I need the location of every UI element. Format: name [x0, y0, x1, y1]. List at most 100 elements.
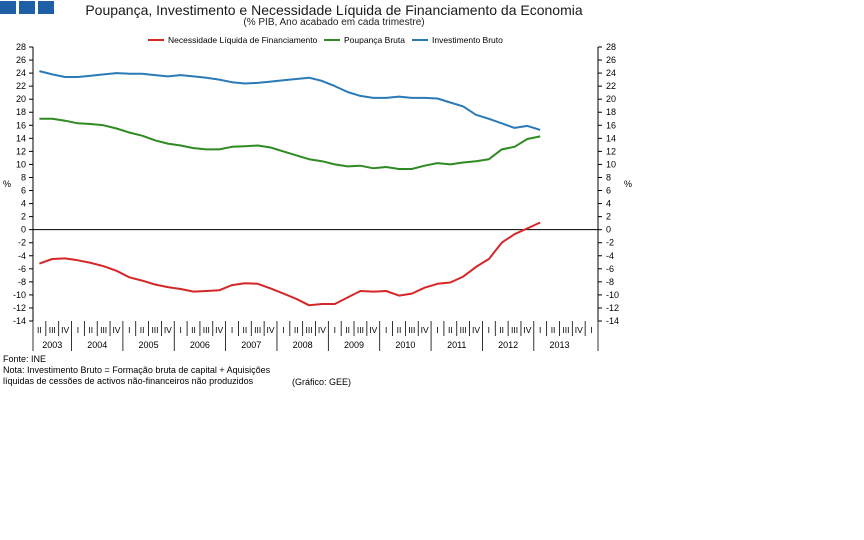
legend-label: Necessidade Líquida de Financiamento: [168, 35, 318, 45]
y-tick-label-left: -8: [18, 277, 26, 287]
x-quarter-label: IV: [164, 325, 172, 335]
y-tick-label-left: -10: [13, 290, 26, 300]
x-quarter-label: IV: [472, 325, 480, 335]
logo-square-1: [0, 1, 16, 14]
y-tick-label-left: 20: [16, 94, 26, 104]
x-quarter-label: I: [231, 325, 233, 335]
y-tick-label-right: 8: [606, 172, 611, 182]
x-quarter-label: IV: [523, 325, 531, 335]
y-tick-label-left: 4: [21, 199, 26, 209]
footer-note-line2: líquidas de cessões de activos não-finan…: [3, 376, 254, 386]
x-quarter-label: III: [511, 325, 518, 335]
logo: [0, 1, 54, 14]
x-quarter-label: III: [562, 325, 569, 335]
y-tick-label-left: -12: [13, 303, 26, 313]
x-quarter-label: II: [499, 325, 504, 335]
footer-source: Fonte: INE: [3, 354, 47, 364]
y-tick-label-right: -2: [606, 238, 614, 248]
legend-label: Poupança Bruta: [344, 35, 405, 45]
y-tick-label-right: 18: [606, 107, 616, 117]
series-line-necessidade-l-quida-de-financiamento: [39, 221, 541, 307]
x-quarter-label: I: [179, 325, 181, 335]
x-quarter-label: I: [488, 325, 490, 335]
y-tick-label-right: -6: [606, 264, 614, 274]
y-tick-label-left: 24: [16, 68, 26, 78]
y-tick-label-left: 14: [16, 133, 26, 143]
x-quarter-label: II: [88, 325, 93, 335]
x-year-label: 2004: [87, 340, 107, 350]
y-tick-label-right: 6: [606, 186, 611, 196]
x-quarter-label: III: [100, 325, 107, 335]
x-quarter-label: IV: [267, 325, 275, 335]
logo-square-2: [19, 1, 35, 14]
x-quarter-label: II: [294, 325, 299, 335]
x-quarter-label: III: [203, 325, 210, 335]
x-year-label: 2006: [190, 340, 210, 350]
x-quarter-label: IV: [318, 325, 326, 335]
y-tick-label-left: 12: [16, 146, 26, 156]
x-quarter-label: III: [357, 325, 364, 335]
x-quarter-label: I: [590, 325, 592, 335]
series-line-investimento-bruto: [39, 70, 541, 131]
chart-title: Poupança, Investimento e Necessidade Líq…: [85, 2, 583, 18]
y-tick-label-left: 22: [16, 81, 26, 91]
y-tick-label-right: 14: [606, 133, 616, 143]
x-year-label: 2013: [549, 340, 569, 350]
x-quarter-label: III: [49, 325, 56, 335]
x-quarter-label: IV: [61, 325, 69, 335]
y-tick-label-right: -4: [606, 251, 614, 261]
y-tick-label-right: 26: [606, 55, 616, 65]
x-quarter-label: III: [460, 325, 467, 335]
x-quarter-label: III: [306, 325, 313, 335]
y-tick-label-right: -12: [606, 303, 619, 313]
y-tick-label-left: 26: [16, 55, 26, 65]
x-quarter-label: II: [37, 325, 42, 335]
x-year-label: 2005: [139, 340, 159, 350]
y-tick-label-left: 18: [16, 107, 26, 117]
x-quarter-label: I: [282, 325, 284, 335]
y-tick-label-right: 16: [606, 120, 616, 130]
x-quarter-label: IV: [421, 325, 429, 335]
y-tick-label-right: 10: [606, 159, 616, 169]
x-quarter-label: I: [334, 325, 336, 335]
logo-square-3: [38, 1, 54, 14]
y-tick-label-left: 6: [21, 186, 26, 196]
x-quarter-label: III: [151, 325, 158, 335]
x-year-label: 2008: [293, 340, 313, 350]
y-tick-label-right: 20: [606, 94, 616, 104]
footer-credit: (Gráfico: GEE): [292, 377, 352, 387]
x-year-label: 2010: [395, 340, 415, 350]
x-quarter-label: II: [448, 325, 453, 335]
x-quarter-label: II: [345, 325, 350, 335]
y-tick-label-right: 4: [606, 199, 611, 209]
x-quarter-label: I: [539, 325, 541, 335]
x-quarter-label: I: [77, 325, 79, 335]
y-tick-label-left: -4: [18, 251, 26, 261]
x-quarter-label: II: [551, 325, 556, 335]
legend-label: Investimento Bruto: [432, 35, 503, 45]
y-tick-label-right: -14: [606, 316, 619, 326]
y-tick-label-left: 10: [16, 159, 26, 169]
x-quarter-label: II: [191, 325, 196, 335]
series-line-poupan-a-bruta: [39, 117, 541, 170]
y-tick-label-right: 0: [606, 225, 611, 235]
y-tick-label-left: 8: [21, 172, 26, 182]
x-quarter-label: IV: [575, 325, 583, 335]
y-tick-label-left: 0: [21, 225, 26, 235]
y-tick-label-right: 12: [606, 146, 616, 156]
y-tick-label-left: -6: [18, 264, 26, 274]
y-tick-label-left: 2: [21, 212, 26, 222]
chart-subtitle: (% PIB, Ano acabado em cada trimestre): [243, 17, 425, 28]
y-tick-label-left: 28: [16, 42, 26, 52]
y-tick-label-right: 24: [606, 68, 616, 78]
x-quarter-label: I: [436, 325, 438, 335]
y-tick-label-right: -8: [606, 277, 614, 287]
y-axis-label-right: %: [624, 179, 632, 189]
x-year-label: 2012: [498, 340, 518, 350]
y-tick-label-right: 2: [606, 212, 611, 222]
y-tick-label-left: -2: [18, 238, 26, 248]
x-quarter-label: II: [243, 325, 248, 335]
x-quarter-label: IV: [215, 325, 223, 335]
x-quarter-label: II: [140, 325, 145, 335]
